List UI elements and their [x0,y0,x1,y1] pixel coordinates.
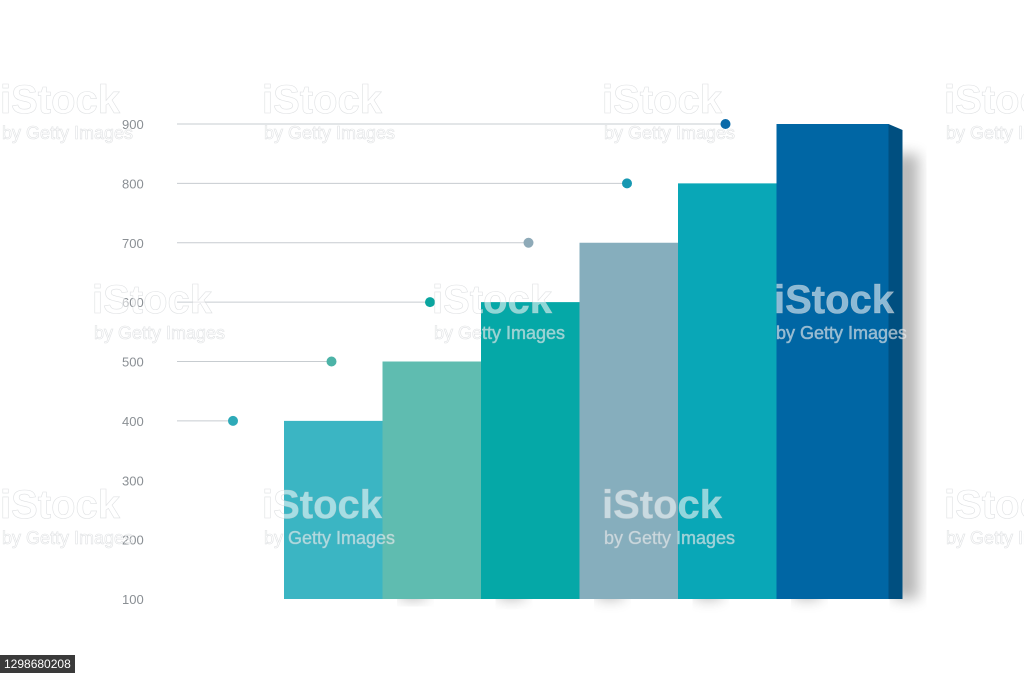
y-tick-label: 100 [122,592,144,607]
y-tick-label: 600 [122,295,144,310]
watermark-brand: iStock [602,483,723,527]
watermark-credit: by Getty Images [2,528,133,548]
watermark-credit: by Getty Images [776,323,907,343]
y-tick-label: 500 [122,355,144,370]
bars [284,124,919,599]
watermark-brand: iStock [0,483,121,527]
value-dot [228,415,238,426]
stock-id-label: 1298680208 [0,655,75,673]
value-dot [425,297,435,308]
watermark-credit: by Getty Images [434,323,565,343]
watermark-brand: iStock [944,78,1024,122]
watermark-credit: by Getty Images [946,528,1024,548]
bar [579,242,692,599]
watermark-brand: iStock [944,483,1024,527]
watermark-brand: iStock [92,278,213,322]
bar [481,302,593,599]
y-tick-label: 800 [122,176,144,191]
value-dot [622,178,632,189]
y-tick-label: 300 [122,473,144,488]
bar [284,420,396,599]
watermark-credit: by Getty Images [264,528,395,548]
watermark-credit: by Getty Images [946,123,1024,143]
watermark-credit: by Getty Images [94,323,225,343]
watermark-brand: iStock [602,78,723,122]
bar [678,183,790,599]
y-tick-label: 200 [122,533,144,548]
bar-side [888,124,903,599]
value-dot [720,119,731,129]
bar-side-shade [888,124,903,599]
watermark-credit: by Getty Images [264,123,395,143]
bar [382,361,495,599]
watermark-brand: iStock [774,278,895,322]
watermark-credit: by Getty Images [604,528,735,548]
watermark-credit: by Getty Images [604,123,735,143]
watermark-brand: iStock [0,78,121,122]
watermark-brand: iStock [262,483,383,527]
watermark-brand: iStock [432,278,553,322]
value-dot [326,356,337,367]
value-dot [523,237,534,248]
y-tick-label: 400 [122,414,144,429]
watermark-credit: by Getty Images [2,123,133,143]
leader-lines [177,123,726,422]
bar [776,124,889,599]
watermark-brand: iStock [262,78,383,122]
y-tick-label: 700 [122,236,144,251]
y-axis: 900 800 700 600 500 400 300 200 100 [122,117,144,607]
value-dots [228,119,731,426]
y-tick-label: 900 [122,117,144,132]
